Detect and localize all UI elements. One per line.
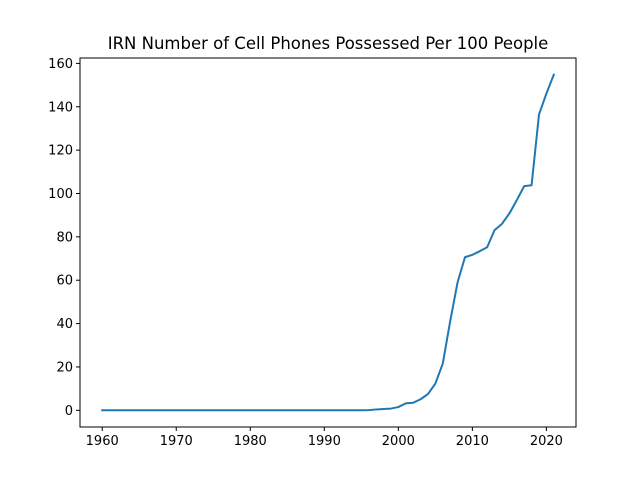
x-tick-label: 2020 — [530, 434, 563, 449]
y-tick-label: 60 — [56, 274, 73, 289]
x-tick-label: 1970 — [160, 434, 193, 449]
axes-frame — [79, 57, 577, 428]
plot-area — [101, 73, 556, 412]
x-tick-label: 2010 — [456, 434, 489, 449]
y-tick-label: 140 — [48, 100, 73, 115]
y-tick-label: 100 — [48, 187, 73, 202]
y-tick-label: 40 — [56, 317, 73, 332]
x-tick-label: 1980 — [234, 434, 267, 449]
y-tick-label: 0 — [65, 404, 73, 419]
x-tick-label: 1960 — [86, 434, 119, 449]
y-tick-label: 120 — [48, 144, 73, 159]
series-line — [101, 73, 556, 412]
x-axis: 1960 1970 1980 1990 2000 2010 2020 — [86, 427, 563, 449]
y-tick-label: 20 — [56, 360, 73, 375]
y-tick-label: 80 — [56, 230, 73, 245]
chart-title: IRN Number of Cell Phones Possessed Per … — [108, 34, 549, 53]
x-tick-label: 2000 — [382, 434, 415, 449]
y-axis: 0 20 40 60 80 100 120 140 160 — [48, 57, 80, 419]
x-tick-label: 1990 — [308, 434, 341, 449]
y-tick-label: 160 — [48, 57, 73, 72]
